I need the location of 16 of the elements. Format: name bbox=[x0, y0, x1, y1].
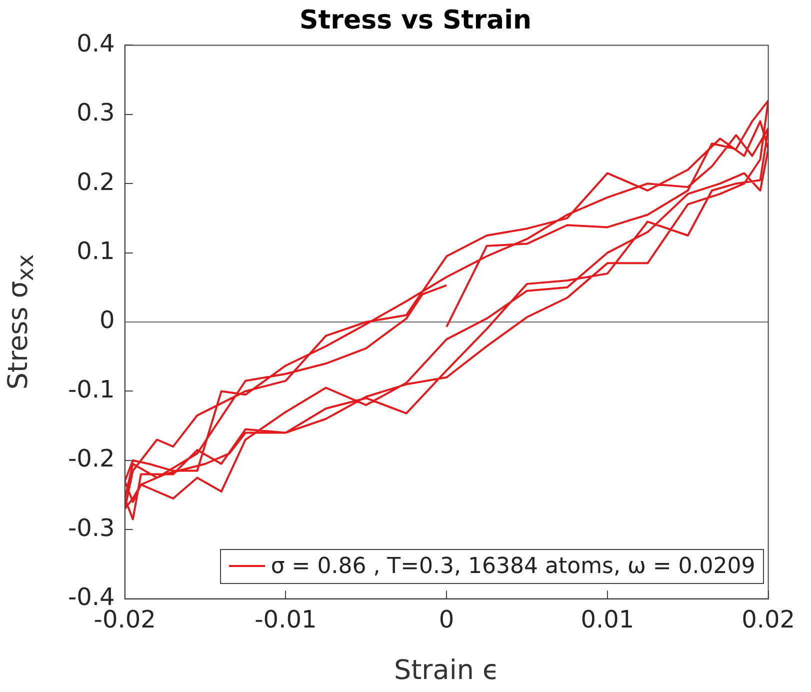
x-tick-label: 0.01 bbox=[580, 605, 634, 634]
y-tick-label: -0.2 bbox=[68, 444, 115, 473]
x-tick-label: -0.01 bbox=[254, 605, 317, 634]
y-tick-label: 0.3 bbox=[76, 98, 115, 127]
y-tick-label: -0.3 bbox=[68, 514, 115, 542]
x-tick-label: 0.02 bbox=[742, 605, 795, 634]
chart-title: Stress vs Strain bbox=[299, 5, 532, 36]
x-tick-label: 0 bbox=[438, 605, 454, 634]
y-tick-label: 0.2 bbox=[76, 168, 115, 196]
x-tick-label: -0.02 bbox=[94, 605, 156, 634]
legend-label: σ = 0.86 , T=0.3, 16384 atoms, ω = 0.0209 bbox=[270, 554, 756, 579]
y-tick-label: 0.4 bbox=[76, 29, 115, 58]
y-tick-label: -0.1 bbox=[68, 375, 115, 404]
y-tick-label: 0 bbox=[100, 306, 115, 334]
x-axis-title: Strain ϵ bbox=[394, 654, 500, 686]
y-tick-label: 0.1 bbox=[76, 237, 115, 266]
